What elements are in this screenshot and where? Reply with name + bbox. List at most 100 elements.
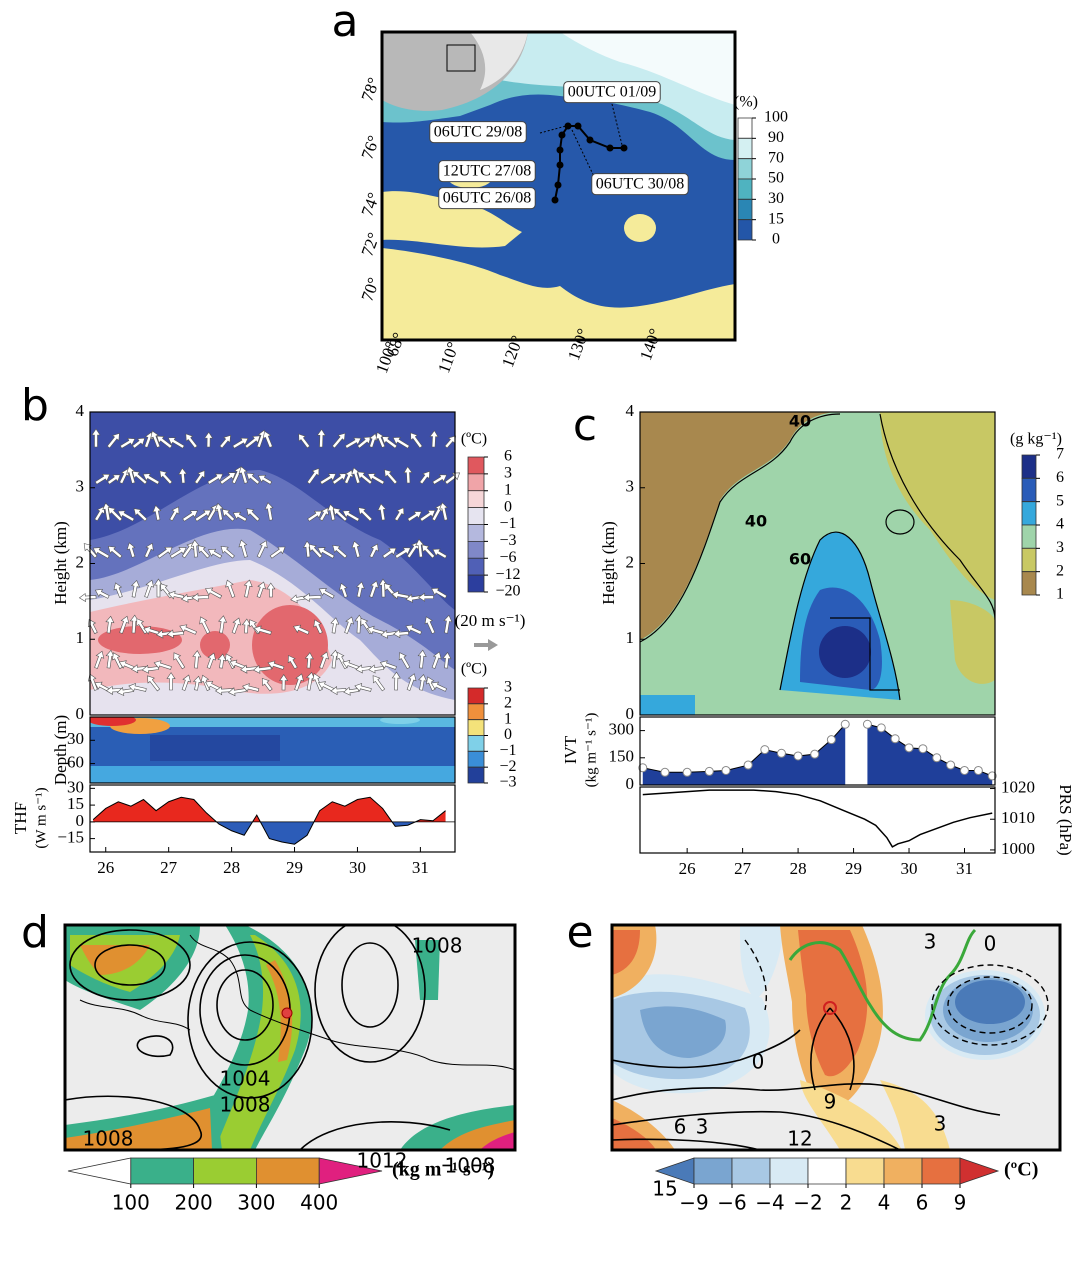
y-tick-label: 1 [626, 628, 635, 647]
wind-vector [192, 650, 202, 669]
wind-vector [142, 473, 160, 485]
colorbar-segment [467, 703, 485, 721]
wind-vector [355, 664, 372, 674]
wind-vector [192, 675, 202, 691]
colorbar-segment [693, 1157, 733, 1185]
wind-vector [197, 545, 211, 559]
panel-label: b [21, 380, 49, 431]
wind-vector [167, 437, 185, 449]
wind-vector [141, 664, 160, 674]
wind-vector [225, 579, 236, 598]
colorbar-tick-label: −2 [793, 1191, 822, 1215]
contour-label: 1008 [445, 1154, 496, 1178]
wind-vector [219, 472, 236, 485]
y-tick-label: 0 [626, 774, 635, 793]
line [642, 789, 993, 848]
wind-vector [410, 432, 423, 449]
wind-vector [287, 655, 298, 670]
frame [610, 923, 1062, 1152]
colorbar-tick-label: 7 [1056, 446, 1064, 463]
colorbar-segment [737, 178, 753, 200]
wind-vector [94, 506, 105, 522]
colorbar-segment [1021, 501, 1037, 526]
wind-vector [83, 543, 98, 559]
colorbar-tick-label: 1 [504, 481, 512, 498]
x-tick-label: 31 [956, 859, 973, 878]
wind-vector [229, 659, 247, 670]
point [638, 763, 648, 773]
wind-vector [232, 437, 249, 449]
wind-vector [219, 434, 231, 449]
wind-vector [206, 652, 217, 669]
wind-vector [407, 511, 422, 522]
contour-label: 0 [752, 1050, 765, 1074]
wind-vector [369, 580, 379, 598]
x-tick-label: 26 [679, 859, 696, 878]
wind-vector [317, 681, 335, 692]
point [826, 735, 836, 745]
point [743, 760, 753, 770]
colorbar-tick-label: 6 [916, 1191, 929, 1215]
wind-vector [185, 433, 198, 449]
wind-vector [418, 674, 428, 691]
latitude-label: 74° [358, 190, 384, 219]
colorbar-tick-label: 2 [840, 1191, 853, 1215]
wind-vector [143, 625, 160, 635]
temperature-map-fields [612, 925, 1060, 1150]
wind-vector [107, 474, 121, 485]
y-axis-label: Height (km) [51, 521, 70, 605]
frame [63, 923, 517, 1152]
y-tick-label: 60 [67, 752, 84, 771]
y-tick-label: 30 [67, 777, 84, 796]
wind-vector [261, 677, 273, 692]
wind-vector [354, 682, 372, 692]
colorbar-segment [467, 557, 485, 576]
wind-vector [439, 502, 448, 521]
wind-vector [269, 546, 286, 559]
contour-label: 40 [745, 512, 767, 531]
latitude-label: 76° [358, 133, 384, 162]
wind-vector [147, 675, 161, 692]
contour-label: 60 [789, 550, 811, 569]
wind-vector [228, 687, 247, 697]
wind-vector [298, 433, 311, 449]
colorbar-tick-label: 4 [878, 1191, 891, 1215]
point [776, 748, 786, 758]
annotation-box [438, 160, 536, 183]
wind-vector [159, 470, 173, 485]
wind-vector [293, 624, 310, 635]
x-tick-label: 26 [97, 858, 114, 877]
point [721, 765, 731, 775]
wind-vector [431, 651, 442, 669]
wind-vector [126, 542, 136, 558]
colorbar-tick-label: 2 [1056, 562, 1064, 579]
wind-vector [418, 592, 434, 602]
y-tick-label: 1020 [1001, 777, 1035, 796]
wind-vector [190, 539, 200, 558]
wind-vector [218, 615, 228, 634]
wind-vector [169, 547, 187, 559]
colorbar-segment [1021, 524, 1037, 549]
point [840, 719, 850, 729]
colorbar-tick-label: 2 [504, 695, 512, 712]
colorbar-segment [737, 137, 753, 160]
wind-vector [442, 651, 452, 669]
colorbar-tick-label: 6 [1056, 469, 1064, 486]
wind-vector [252, 664, 272, 674]
colorbar-segment [467, 735, 485, 752]
wind-vector [391, 590, 410, 600]
wind-vector [264, 502, 274, 521]
wind-vector [394, 547, 411, 559]
colorbar-segment [731, 1157, 771, 1185]
colorbar-segment [193, 1157, 257, 1185]
y-tick-label: 0 [76, 811, 85, 830]
colorbar-label: (g kg⁻¹) [1010, 431, 1062, 448]
wind-vector [381, 436, 398, 449]
point [959, 765, 969, 775]
wind-vector [166, 672, 176, 691]
frame [89, 411, 456, 716]
wind-vector [131, 579, 140, 598]
y-tick-label: 4 [76, 401, 85, 420]
colorbar-tick-label: −1 [499, 742, 516, 759]
colorbar-label: (%) [734, 94, 758, 111]
